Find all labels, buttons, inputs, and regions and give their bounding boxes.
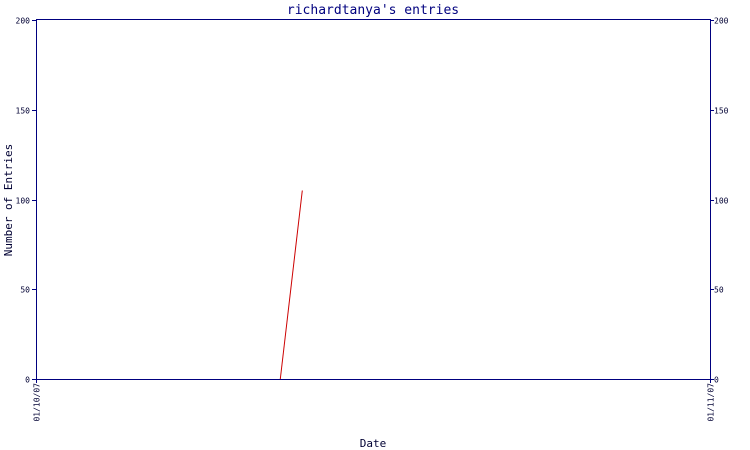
y-tick-label-left: 50 — [20, 286, 30, 295]
y-tick-label-right: 100 — [714, 197, 729, 206]
y-tick-label-left: 0 — [25, 376, 30, 385]
y-axis-right: 0 50 100 150 200 — [710, 17, 729, 385]
y-tick-label-left: 200 — [16, 17, 31, 26]
y-tick-label-right: 200 — [714, 17, 729, 26]
y-tick-label-left: 150 — [16, 107, 31, 116]
y-tick-label-right: 50 — [714, 286, 724, 295]
x-axis: 01/10/07 01/11/07 — [33, 379, 716, 422]
y-axis-left: 0 50 100 150 200 — [16, 17, 36, 385]
y-tick-label-right: 150 — [714, 107, 729, 116]
y-tick-label-left: 100 — [16, 197, 31, 206]
y-tick-label-right: 0 — [714, 376, 719, 385]
x-tick-label: 01/11/07 — [707, 383, 716, 422]
y-axis-label: Number of Entries — [2, 144, 15, 257]
x-axis-label: Date — [360, 437, 387, 450]
series-line — [279, 190, 303, 380]
series-layer — [279, 190, 303, 380]
plot-frame — [36, 19, 711, 380]
chart-title: richardtanya's entries — [287, 3, 459, 18]
x-tick-label: 01/10/07 — [33, 383, 42, 422]
